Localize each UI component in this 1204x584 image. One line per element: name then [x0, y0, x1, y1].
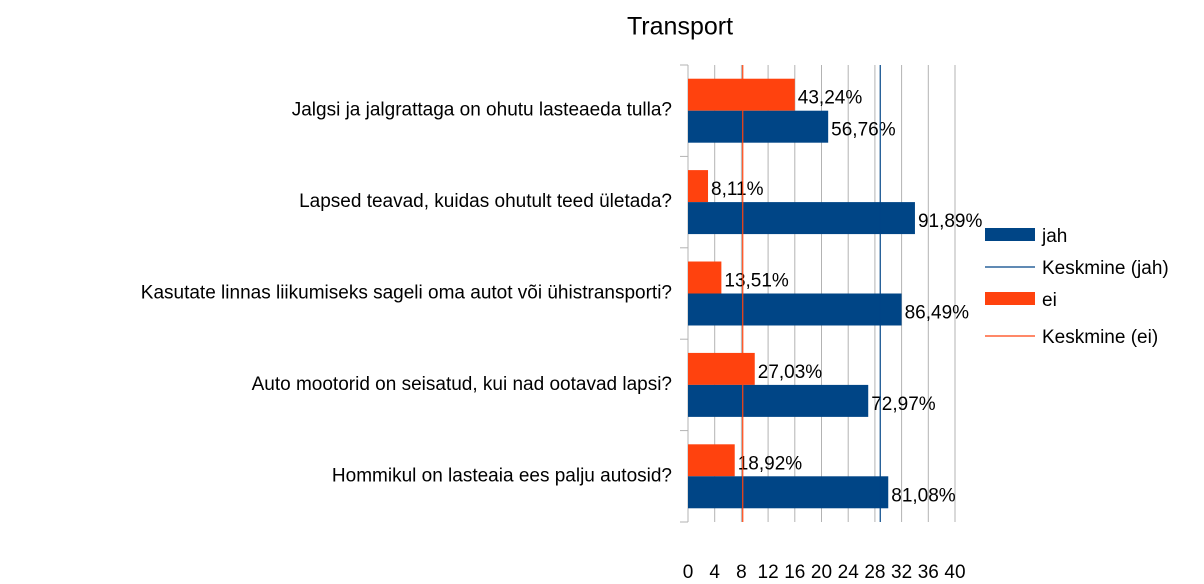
legend-label: Keskmine (ei): [1042, 327, 1158, 348]
x-tick-label: 20: [811, 562, 832, 583]
bar: [688, 170, 709, 203]
bar: [688, 202, 915, 235]
category-label: Hommikul on lasteaia ees palju autosid?: [332, 465, 672, 486]
legend-label: ei: [1042, 290, 1057, 311]
x-tick-label: 12: [758, 562, 779, 583]
bar: [688, 444, 735, 477]
x-tick-label: 0: [683, 562, 694, 583]
x-tick-label: 36: [918, 562, 939, 583]
legend-swatch: [985, 292, 1035, 305]
value-label: 27,03%: [758, 362, 823, 383]
x-tick-label: 16: [784, 562, 805, 583]
x-tick-label: 24: [838, 562, 860, 583]
value-label: 91,89%: [918, 211, 983, 232]
legend-swatch: [985, 228, 1035, 241]
chart-title: Transport: [627, 13, 733, 41]
category-label: Lapsed teavad, kuidas ohutult teed ületa…: [299, 191, 672, 212]
bar: [688, 110, 829, 143]
value-label: 72,97%: [871, 394, 936, 415]
value-label: 18,92%: [738, 453, 803, 474]
x-tick-label: 8: [736, 562, 747, 583]
bar: [688, 261, 722, 294]
category-label: Auto mootorid on seisatud, kui nad ootav…: [252, 374, 672, 395]
bar: [688, 352, 755, 385]
value-label: 81,08%: [891, 485, 956, 506]
x-tick-label: 28: [864, 562, 885, 583]
bar: [688, 384, 869, 417]
bar: [688, 78, 795, 111]
value-label: 86,49%: [905, 303, 970, 324]
category-label: Kasutate linnas liikumiseks sageli oma a…: [141, 283, 672, 304]
value-label: 13,51%: [724, 271, 789, 292]
category-label: Jalgsi ja jalgrattaga on ohutu lasteaeda…: [292, 100, 672, 121]
x-tick-label: 40: [944, 562, 965, 583]
value-label: 56,76%: [831, 120, 896, 141]
bar: [688, 293, 902, 326]
value-label: 8,11%: [711, 179, 764, 200]
legend-label: Keskmine (jah): [1042, 258, 1169, 279]
x-tick-label: 4: [709, 562, 720, 583]
x-tick-label: 32: [891, 562, 912, 583]
legend-label: jah: [1041, 226, 1067, 247]
value-label: 43,24%: [798, 88, 863, 109]
bar: [688, 476, 889, 509]
